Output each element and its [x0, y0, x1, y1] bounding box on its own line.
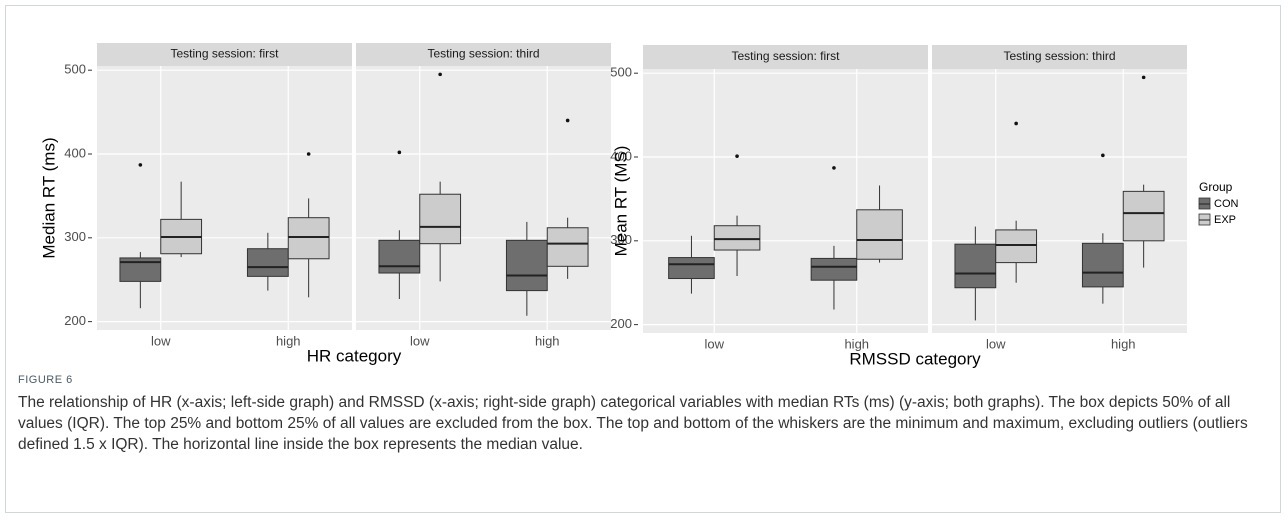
- outlier: [832, 166, 836, 170]
- outlier: [397, 150, 402, 155]
- box: [668, 257, 715, 280]
- box: [378, 239, 421, 274]
- box: [546, 227, 589, 267]
- legend-label: EXP: [1214, 214, 1236, 226]
- x-tick-label: low: [410, 333, 430, 348]
- outlier: [1141, 75, 1146, 80]
- box: [810, 257, 858, 281]
- y-tick-label: 200: [610, 316, 632, 331]
- y-tick-label: 300: [64, 229, 86, 244]
- facet-label: Testing session: third: [427, 47, 539, 61]
- y-tick-label: 500: [64, 62, 86, 77]
- box: [119, 257, 162, 282]
- outlier: [565, 118, 570, 123]
- strip: [643, 45, 928, 69]
- y-axis-label: Mean RT (MS): [611, 146, 630, 257]
- panel: [97, 66, 352, 330]
- y-tick-label: 400: [610, 148, 632, 163]
- legend-label: CON: [1214, 198, 1239, 210]
- strip: [932, 45, 1187, 69]
- outlier: [306, 152, 311, 156]
- outlier: [438, 72, 442, 77]
- y-tick-label: 300: [610, 232, 632, 247]
- figure-caption: The relationship of HR (x-axis; left-sid…: [18, 394, 1248, 453]
- box: [856, 209, 903, 260]
- box: [713, 225, 761, 251]
- box: [1122, 190, 1165, 242]
- outlier: [1014, 121, 1018, 126]
- box: [1081, 242, 1124, 288]
- outlier: [1101, 153, 1105, 158]
- outlier: [735, 154, 739, 158]
- y-axis-label: Median RT (ms): [39, 137, 58, 258]
- figure-frame: [5, 5, 1281, 513]
- y-tick-label: 200: [64, 313, 86, 328]
- x-tick-label: high: [535, 333, 560, 348]
- box: [995, 229, 1038, 264]
- outlier: [138, 163, 143, 167]
- box: [505, 239, 548, 292]
- box: [954, 243, 997, 289]
- x-tick-label: low: [704, 336, 724, 351]
- y-tick-label: 400: [64, 145, 86, 160]
- box: [246, 248, 289, 277]
- x-tick-label: high: [276, 333, 301, 348]
- strip: [356, 43, 611, 66]
- y-tick-label: 500: [610, 65, 632, 80]
- figure-charts: Testing session: first 200 300 400 500 low hig…: [39, 43, 1239, 368]
- facet-label: Testing session: third: [1003, 49, 1115, 63]
- panel: [643, 69, 928, 333]
- x-axis-label: RMSSD category: [849, 349, 981, 368]
- box: [287, 217, 330, 260]
- panel: [356, 66, 611, 330]
- x-tick-label: low: [986, 336, 1006, 351]
- facet-label: Testing session: first: [731, 49, 840, 63]
- figure-label: FIGURE 6: [18, 374, 73, 386]
- legend-title: Group: [1199, 180, 1233, 194]
- strip: [97, 43, 352, 66]
- x-tick-label: high: [1111, 336, 1136, 351]
- x-tick-label: high: [844, 336, 869, 351]
- x-axis-label: HR category: [307, 346, 402, 365]
- x-tick-label: low: [151, 333, 171, 348]
- box: [419, 193, 462, 245]
- facet-label: Testing session: first: [170, 47, 279, 61]
